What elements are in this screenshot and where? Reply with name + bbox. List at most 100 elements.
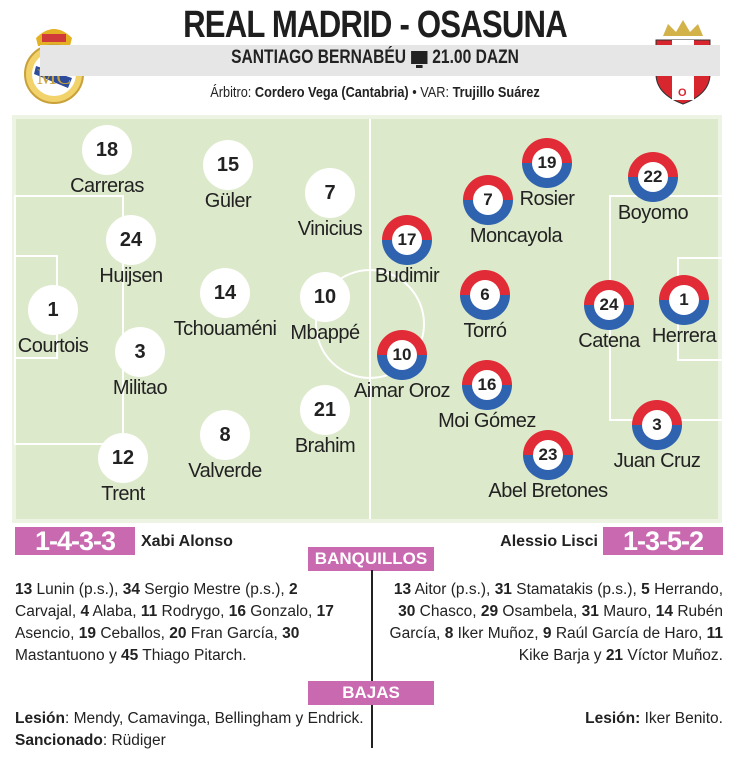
bench-player: Sergio Mestre (p.s.), xyxy=(139,581,289,598)
shirt-number: 10 xyxy=(387,340,417,370)
shirt-number-badge: 8 xyxy=(200,410,250,460)
shirt-number-badge: 19 xyxy=(522,138,572,188)
bench-number: 29 xyxy=(480,603,499,620)
shirt-number: 24 xyxy=(119,228,143,251)
shirt-number-badge: 1 xyxy=(659,275,709,325)
away-formation: 1-3-5-2 xyxy=(603,527,723,555)
shirt-number-badge: 14 xyxy=(200,268,250,318)
shirt-number: 17 xyxy=(392,225,422,255)
shirt-number: 7 xyxy=(324,181,336,204)
shirt-number: 16 xyxy=(472,370,502,400)
bench-player: Aitor (p.s.), xyxy=(411,581,495,598)
bench-number: 17 xyxy=(316,603,334,620)
player-name: Budimir xyxy=(374,265,440,287)
injury-list: Iker Benito. xyxy=(640,710,723,727)
var-label: VAR: xyxy=(420,84,450,101)
bench-number: 34 xyxy=(122,581,140,598)
injury-label: Lesión: xyxy=(585,710,641,727)
referee-label: Árbitro: xyxy=(210,84,252,101)
shirt-number: 19 xyxy=(532,148,562,178)
bench-number: 31 xyxy=(581,603,599,620)
bench-number: 20 xyxy=(169,625,187,642)
bench-number: 31 xyxy=(494,581,512,598)
shirt-number-badge: 17 xyxy=(382,215,432,265)
bench-number: 14 xyxy=(655,603,674,620)
shirt-number-badge: 10 xyxy=(377,330,427,380)
shirt-number-badge: 1 xyxy=(28,285,78,335)
shirt-number: 22 xyxy=(638,162,668,192)
shirt-number: 21 xyxy=(313,398,337,421)
venue-line: SANTIAGO BERNABÉU 21.00 DAZN xyxy=(68,47,683,69)
shirt-number-badge: 21 xyxy=(300,385,350,435)
var-referee: Trujillo Suárez xyxy=(452,84,540,101)
player-name: Güler xyxy=(204,190,252,212)
suspension-list: : Rüdiger xyxy=(102,732,166,749)
shirt-number-badge: 24 xyxy=(106,215,156,265)
shirt-number: 14 xyxy=(213,281,237,304)
shirt-number-badge: 10 xyxy=(300,272,350,322)
player-name: Boyomo xyxy=(617,202,689,224)
referee: Cordero Vega (Cantabria) xyxy=(254,84,409,101)
bench-player: Rubén García, xyxy=(389,603,723,642)
bench-player: Osambela, xyxy=(498,603,582,620)
bench-player: Asencio, xyxy=(15,625,79,642)
bench-number: 4 xyxy=(80,603,90,620)
subtitle-band xyxy=(40,45,720,76)
bench-player: Lunin (p.s.), xyxy=(32,581,123,598)
shirt-number: 3 xyxy=(642,410,672,440)
player-name: Juan Cruz xyxy=(613,450,701,472)
player-name: Catena xyxy=(578,330,640,352)
player-name: Tchouaméni xyxy=(173,318,277,340)
shirt-number: 1 xyxy=(669,285,699,315)
home-bench: 13 Lunin (p.s.), 34 Sergio Mestre (p.s.)… xyxy=(15,579,355,667)
officials-line: Árbitro: Cordero Vega (Cantabria) • VAR:… xyxy=(56,84,694,101)
shirt-number-badge: 23 xyxy=(523,430,573,480)
bench-number: 13 xyxy=(393,581,412,598)
player-name: Moi Gómez xyxy=(438,410,536,432)
bench-number: 13 xyxy=(15,581,33,598)
bench-number: 8 xyxy=(444,625,454,642)
bench-player: Mauro, xyxy=(598,603,656,620)
player-name: Trent xyxy=(101,483,145,505)
shirt-number-badge: 7 xyxy=(305,168,355,218)
bench-player: Kike Barja y xyxy=(518,647,606,664)
player-name: Rosier xyxy=(519,188,575,210)
bench-player: Stamatakis (p.s.), xyxy=(511,581,642,598)
away-bench: 13 Aitor (p.s.), 31 Stamatakis (p.s.), 5… xyxy=(385,579,723,667)
bench-player: Chasco, xyxy=(415,603,481,620)
bench-player: Víctor Muñoz. xyxy=(623,647,723,664)
bench-number: 2 xyxy=(288,581,298,598)
shirt-number-badge: 3 xyxy=(115,327,165,377)
absences-header: BAJAS xyxy=(308,681,434,705)
bench-player: Herrando, xyxy=(649,581,723,598)
shirt-number-badge: 22 xyxy=(628,152,678,202)
bench-player: Thiago Pitarch. xyxy=(138,647,247,664)
broadcast: 21.00 DAZN xyxy=(432,47,519,68)
match-title: REAL MADRID - OSASUNA xyxy=(183,4,568,46)
player-name: Militao xyxy=(112,377,168,399)
bench-player: Rodrygo, xyxy=(157,603,229,620)
bench-number: 5 xyxy=(641,581,650,598)
shirt-number: 23 xyxy=(533,440,563,470)
injury-list: : Mendy, Camavinga, Bellingham y Endrick… xyxy=(64,710,364,727)
home-coach: Xabi Alonso xyxy=(141,533,233,550)
bench-player: Gonzalo, xyxy=(245,603,317,620)
bench-header: BANQUILLOS xyxy=(308,547,434,571)
player-name: Valverde xyxy=(188,460,262,482)
player-name: Huijsen xyxy=(99,265,163,287)
shirt-number-badge: 6 xyxy=(460,270,510,320)
bench-number: 30 xyxy=(398,603,416,620)
bench-player: Fran García, xyxy=(186,625,283,642)
bench-player: Carvajal, xyxy=(15,603,81,620)
player-name: Mbappé xyxy=(290,322,360,344)
shirt-number: 8 xyxy=(219,423,231,446)
bench-player: Iker Muñoz, xyxy=(453,625,543,642)
shirt-number-badge: 18 xyxy=(82,125,132,175)
bench-player: Mastantuono xyxy=(15,647,109,664)
stadium: SANTIAGO BERNABÉU xyxy=(231,47,407,68)
bench-number: 16 xyxy=(228,603,246,620)
injury-label: Lesión xyxy=(15,710,65,727)
player-name: Moncayola xyxy=(469,225,563,247)
bench-number: y xyxy=(108,647,121,664)
home-absences: Lesión: Mendy, Camavinga, Bellingham y E… xyxy=(15,708,365,752)
